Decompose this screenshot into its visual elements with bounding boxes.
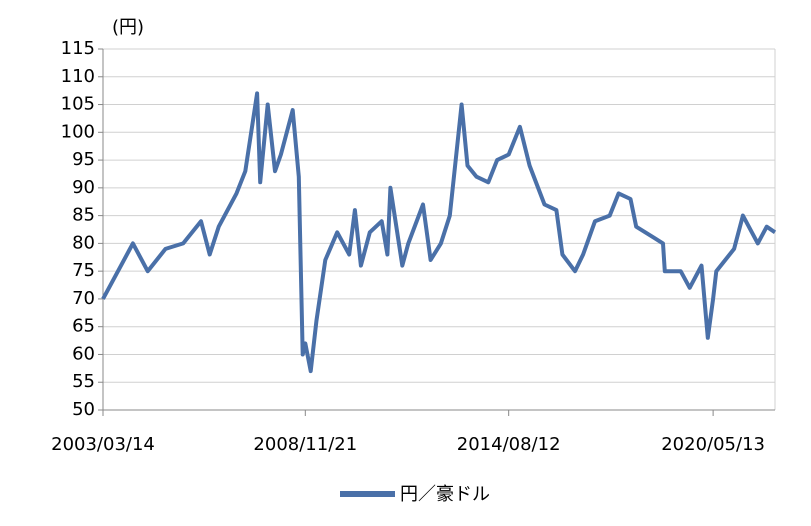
legend-label: 円／豪ドル bbox=[400, 484, 490, 505]
y-tick-label: 115 bbox=[61, 38, 95, 59]
y-unit: (円) bbox=[112, 17, 144, 38]
y-tick-label: 95 bbox=[72, 149, 95, 170]
y-tick-label: 65 bbox=[72, 316, 95, 337]
data-line bbox=[101, 91, 777, 374]
y-tick-label: 90 bbox=[72, 177, 95, 198]
y-tick-label: 110 bbox=[61, 66, 95, 87]
y-tick-label: 55 bbox=[72, 371, 95, 392]
y-tick-label: 85 bbox=[72, 205, 95, 226]
y-tick-label: 50 bbox=[72, 399, 95, 420]
x-tick-label: 2014/08/12 bbox=[457, 434, 561, 455]
x-tick-label: 2003/03/14 bbox=[51, 434, 155, 455]
y-tick-label: 75 bbox=[72, 260, 95, 281]
y-tick-label: 80 bbox=[72, 232, 95, 253]
y-tick-label: 70 bbox=[72, 288, 95, 309]
x-tick-label: 2020/05/13 bbox=[661, 434, 765, 455]
y-tick-label: 60 bbox=[72, 343, 95, 364]
x-tick-label: 2008/11/21 bbox=[253, 434, 357, 455]
y-tick-label: 100 bbox=[61, 121, 95, 142]
y-tick-label: 105 bbox=[61, 94, 95, 115]
